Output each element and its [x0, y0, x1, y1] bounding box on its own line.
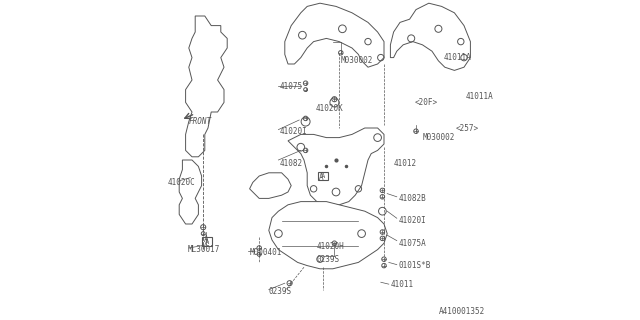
Polygon shape	[186, 16, 227, 157]
Text: 41011A: 41011A	[466, 92, 493, 100]
Polygon shape	[250, 173, 291, 198]
Text: M000401: M000401	[250, 248, 282, 257]
Text: 41011: 41011	[390, 280, 413, 289]
Text: A: A	[205, 239, 209, 244]
Text: A: A	[319, 173, 324, 182]
Text: 41020I: 41020I	[398, 216, 426, 225]
FancyBboxPatch shape	[202, 237, 212, 246]
Text: 41082: 41082	[280, 159, 303, 168]
Text: 41082B: 41082B	[398, 194, 426, 203]
Text: 41020K: 41020K	[315, 104, 343, 113]
Text: 41011A: 41011A	[443, 53, 471, 62]
Text: FRONT: FRONT	[189, 117, 212, 126]
Text: A: A	[204, 236, 209, 244]
Text: 41020I: 41020I	[280, 127, 308, 136]
Text: 0239S: 0239S	[269, 287, 292, 296]
Text: 0239S: 0239S	[317, 255, 340, 264]
Text: 0101S*B: 0101S*B	[398, 261, 431, 270]
Text: ML30017: ML30017	[187, 245, 220, 254]
Text: 41020C: 41020C	[168, 178, 196, 187]
FancyBboxPatch shape	[318, 172, 328, 180]
Text: 41075A: 41075A	[398, 239, 426, 248]
Text: A: A	[321, 173, 325, 179]
Text: M030002: M030002	[340, 56, 373, 65]
Polygon shape	[269, 202, 387, 269]
Polygon shape	[288, 128, 384, 205]
Text: <20F>: <20F>	[415, 98, 438, 107]
Text: M030002: M030002	[422, 133, 455, 142]
Text: <257>: <257>	[456, 124, 479, 132]
Text: A410001352: A410001352	[438, 308, 484, 316]
Text: 41012: 41012	[394, 159, 417, 168]
Polygon shape	[179, 160, 202, 224]
Text: 41075: 41075	[280, 82, 303, 91]
Polygon shape	[285, 3, 384, 67]
Text: 41020H: 41020H	[317, 242, 344, 251]
Polygon shape	[390, 3, 470, 70]
